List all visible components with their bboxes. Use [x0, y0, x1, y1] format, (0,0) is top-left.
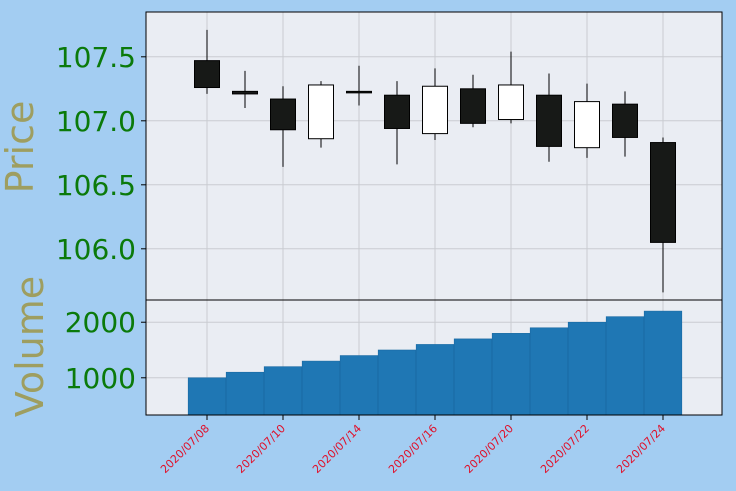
candle: [270, 86, 296, 167]
candle: [194, 29, 220, 94]
candle: [574, 83, 600, 158]
volume-bar: [263, 366, 303, 416]
candle-body: [460, 88, 486, 124]
volume-bar: [605, 316, 645, 416]
volume-y-ticks: 1000 2000: [65, 306, 146, 395]
volume-bar: [567, 321, 607, 416]
price-tick-label: 107.5: [56, 41, 136, 74]
candle: [536, 73, 562, 162]
candle-body: [650, 142, 676, 243]
candle-body: [612, 103, 638, 138]
candle: [650, 137, 676, 293]
volume-bar: [339, 355, 379, 416]
price-y-ticks: 106.0 106.5 107.0 107.5: [56, 41, 146, 266]
candle: [384, 81, 410, 165]
candle-body: [574, 101, 600, 149]
price-tick-label: 106.5: [56, 169, 136, 202]
candle-body: [270, 98, 296, 131]
candle-body: [232, 90, 258, 95]
price-tick-label: 106.0: [56, 233, 136, 266]
candle: [308, 81, 334, 148]
volume-axis-label: Volume: [8, 276, 52, 417]
candle-body: [308, 84, 334, 140]
volume-tick-label: 1000: [65, 362, 136, 395]
candle: [346, 65, 372, 106]
volume-bar: [529, 327, 569, 416]
candle: [232, 70, 258, 108]
candle-body: [536, 94, 562, 147]
volume-bar: [377, 349, 417, 416]
candles: [194, 29, 676, 293]
volume-bars: [187, 310, 683, 416]
price-axis-label: Price: [0, 101, 42, 194]
volume-bar: [415, 344, 455, 416]
volume-bar: [491, 333, 531, 416]
price-panel-background: [146, 12, 722, 300]
candle: [422, 68, 448, 140]
candle: [612, 91, 638, 157]
volume-panel-frame: [145, 299, 723, 416]
price-tick-label: 107.0: [56, 105, 136, 138]
candle-body: [498, 84, 524, 121]
candle-body: [384, 94, 410, 129]
candle-body: [422, 85, 448, 135]
volume-bar: [225, 371, 265, 416]
volume-bar: [453, 338, 493, 416]
volume-bar: [301, 360, 341, 416]
volume-bar: [643, 310, 683, 416]
volume-tick-label: 2000: [65, 306, 136, 339]
volume-bar: [187, 377, 227, 416]
candle: [460, 74, 486, 128]
candle-body: [346, 90, 372, 94]
candle-body: [194, 60, 220, 89]
candle: [498, 51, 524, 124]
